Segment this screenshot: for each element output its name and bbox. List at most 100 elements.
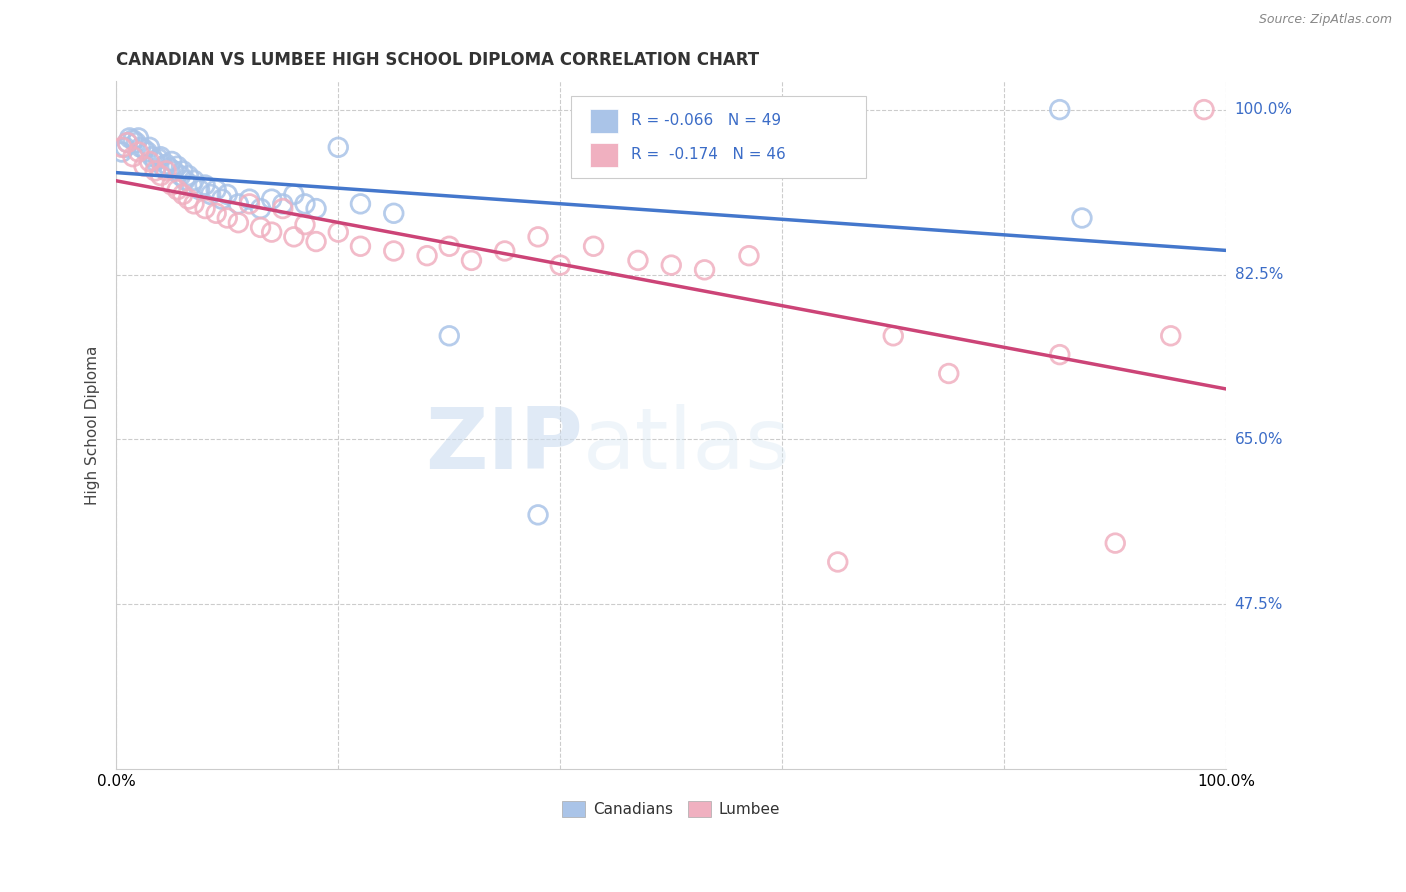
Text: 47.5%: 47.5%	[1234, 597, 1282, 612]
Point	[382, 244, 405, 258]
Point	[217, 187, 239, 202]
Point	[129, 140, 152, 154]
Point	[138, 140, 160, 154]
Point	[160, 178, 183, 192]
Text: atlas: atlas	[582, 404, 790, 487]
Point	[160, 154, 183, 169]
Point	[305, 235, 328, 249]
Point	[111, 145, 134, 159]
Point	[738, 249, 761, 263]
Point	[827, 555, 849, 569]
Point	[882, 328, 904, 343]
Point	[693, 262, 716, 277]
Point	[1071, 211, 1094, 225]
Point	[205, 206, 228, 220]
Point	[294, 197, 316, 211]
Point	[132, 142, 155, 156]
Point	[217, 211, 239, 225]
Text: R =  -0.174   N = 46: R = -0.174 N = 46	[631, 146, 786, 161]
Point	[143, 154, 166, 169]
Point	[582, 239, 605, 253]
Point	[117, 136, 139, 150]
Point	[172, 187, 194, 202]
Bar	[591, 143, 619, 167]
Point	[136, 145, 159, 159]
Point	[827, 140, 849, 154]
Point	[194, 178, 217, 192]
Point	[155, 164, 177, 178]
Point	[143, 164, 166, 178]
Point	[200, 187, 222, 202]
Text: 100.0%: 100.0%	[1234, 102, 1292, 117]
Point	[114, 140, 136, 154]
Point	[382, 206, 405, 220]
Point	[149, 169, 172, 183]
Point	[188, 183, 211, 197]
Point	[152, 159, 174, 173]
Y-axis label: High School Diploma: High School Diploma	[86, 345, 100, 505]
Text: ZIP: ZIP	[425, 404, 582, 487]
Bar	[591, 110, 619, 134]
Point	[439, 239, 461, 253]
Point	[260, 192, 283, 206]
Point	[283, 230, 305, 244]
Point	[183, 197, 205, 211]
Point	[211, 192, 233, 206]
Point	[117, 136, 139, 150]
Legend: Canadians, Lumbee: Canadians, Lumbee	[557, 796, 786, 823]
Point	[271, 202, 294, 216]
Text: CANADIAN VS LUMBEE HIGH SCHOOL DIPLOMA CORRELATION CHART: CANADIAN VS LUMBEE HIGH SCHOOL DIPLOMA C…	[117, 51, 759, 69]
Point	[1160, 328, 1182, 343]
Point	[148, 152, 170, 166]
Point	[627, 253, 650, 268]
Point	[122, 150, 145, 164]
Text: R = -0.066   N = 49: R = -0.066 N = 49	[631, 113, 782, 128]
Text: 65.0%: 65.0%	[1234, 432, 1284, 447]
Point	[125, 136, 148, 150]
Point	[527, 230, 550, 244]
Point	[460, 253, 482, 268]
Point	[271, 197, 294, 211]
Point	[177, 169, 200, 183]
Point	[249, 220, 271, 235]
Point	[283, 187, 305, 202]
Point	[228, 197, 250, 211]
Point	[527, 508, 550, 522]
Point	[141, 150, 163, 164]
Point	[416, 249, 439, 263]
Point	[1104, 536, 1126, 550]
Point	[659, 258, 682, 272]
Point	[183, 173, 205, 187]
Point	[328, 140, 350, 154]
Point	[238, 197, 260, 211]
Point	[305, 202, 328, 216]
Text: Source: ZipAtlas.com: Source: ZipAtlas.com	[1258, 13, 1392, 27]
Point	[260, 225, 283, 239]
Point	[159, 161, 181, 175]
Point	[938, 367, 960, 381]
Point	[1192, 103, 1215, 117]
Point	[180, 178, 202, 192]
Point	[249, 202, 271, 216]
Point	[155, 157, 177, 171]
Point	[194, 202, 217, 216]
Point	[169, 169, 191, 183]
Point	[174, 173, 197, 187]
Point	[1049, 103, 1071, 117]
Point	[118, 131, 141, 145]
Point	[166, 159, 188, 173]
Point	[228, 216, 250, 230]
FancyBboxPatch shape	[571, 96, 866, 178]
Point	[111, 140, 134, 154]
Point	[122, 133, 145, 147]
Point	[205, 183, 228, 197]
Point	[172, 164, 194, 178]
Point	[163, 164, 186, 178]
Point	[349, 239, 371, 253]
Point	[294, 218, 316, 232]
Point	[238, 192, 260, 206]
Point	[349, 197, 371, 211]
Point	[1049, 348, 1071, 362]
Point	[548, 258, 571, 272]
Point	[177, 192, 200, 206]
